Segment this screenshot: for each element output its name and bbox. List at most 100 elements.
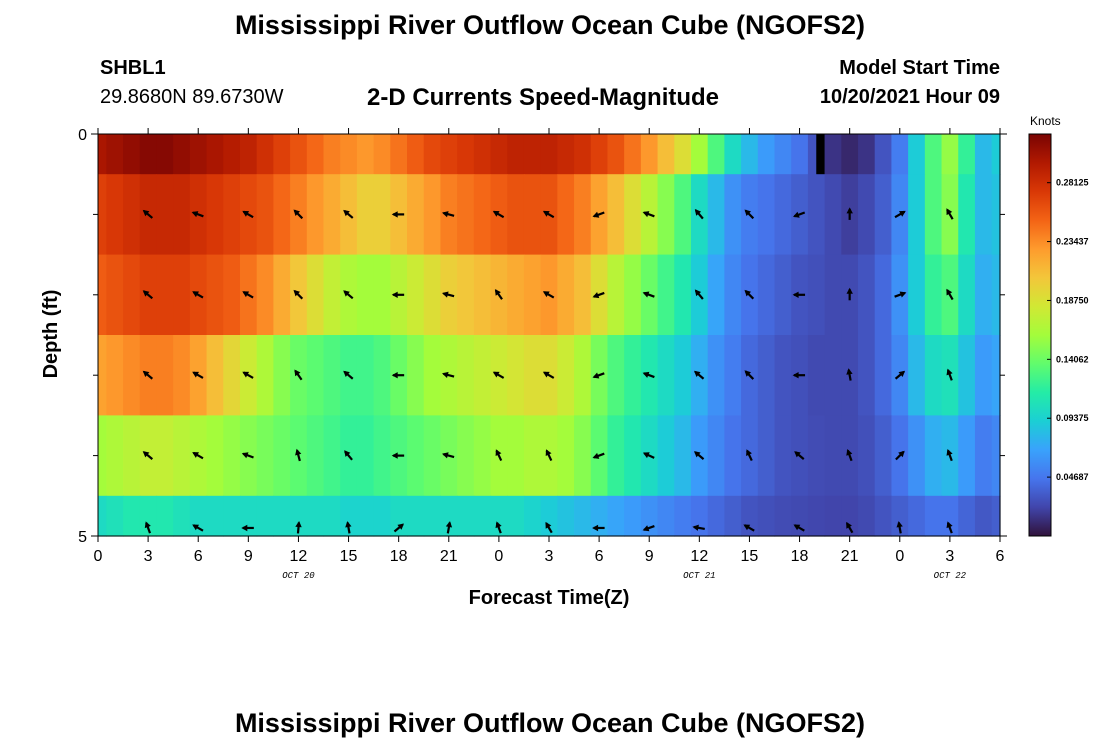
current-vector [295, 448, 302, 462]
heatmap-cell [891, 495, 909, 537]
heatmap-cell [523, 415, 542, 497]
heatmap-cell [457, 415, 475, 497]
heatmap-cell [106, 174, 124, 256]
heatmap-cell [390, 134, 408, 175]
heatmap-cell [858, 134, 876, 175]
heatmap-cell [607, 254, 625, 336]
x-tick-label: 9 [244, 548, 253, 565]
heatmap-cell [974, 335, 993, 416]
heatmap-cell [924, 415, 943, 497]
heatmap-cell [757, 174, 776, 256]
heatmap-cell [908, 254, 926, 336]
heatmap-cell [189, 495, 208, 537]
heatmap-cell [824, 134, 842, 175]
current-vector [294, 369, 303, 381]
heatmap-cell [273, 134, 291, 175]
heatmap-cell [807, 174, 826, 256]
heatmap-cell [657, 174, 675, 256]
current-vector [642, 291, 655, 298]
heatmap-cell [206, 335, 224, 416]
heatmap-cell [941, 495, 959, 537]
heatmap-cell [991, 134, 1001, 175]
current-vector [746, 449, 753, 462]
heatmap-cell [858, 415, 876, 497]
heatmap-cell [423, 335, 442, 416]
heatmap-cell [707, 134, 725, 175]
colorbar-scale [1028, 133, 1052, 537]
current-vector [642, 452, 655, 459]
heatmap-cell [407, 254, 425, 336]
heatmap-cell [974, 495, 993, 537]
heatmap-cell [757, 134, 776, 175]
colorbar-tick-label: 0.18750 [1056, 295, 1089, 305]
heatmap-cell [724, 495, 742, 537]
current-vector [242, 291, 254, 299]
heatmap-cell [724, 174, 742, 256]
x-axis-label: Forecast Time(Z) [469, 587, 630, 609]
heatmap-cell [607, 495, 625, 537]
current-vector [495, 521, 502, 534]
y-axis: 05 [78, 127, 1007, 546]
y-tick-label: 5 [78, 529, 87, 546]
current-vector [744, 289, 755, 300]
date-label: OCT 20 [282, 571, 315, 581]
heatmap-cell [924, 495, 943, 537]
current-vector [393, 523, 404, 533]
current-vector [792, 291, 806, 298]
heatmap-cell [156, 134, 174, 175]
heatmap-cell [724, 415, 742, 497]
heatmap-cell [607, 134, 625, 175]
heatmap-cell [624, 335, 642, 416]
heatmap-cell [306, 335, 325, 416]
heatmap-cell [858, 254, 876, 336]
current-vector [542, 210, 555, 219]
heatmap-cell [557, 495, 575, 537]
heatmap-cell [507, 254, 525, 336]
current-vector [343, 290, 354, 300]
heatmap-cell [657, 415, 675, 497]
current-vector [442, 291, 455, 298]
x-tick-label: 3 [545, 548, 554, 565]
heatmap-cell [206, 415, 224, 497]
heatmap-cell [507, 495, 525, 537]
heatmap-cell [507, 335, 525, 416]
heatmap-cell [824, 174, 842, 256]
heatmap-cell [273, 335, 291, 416]
current-vector [846, 449, 853, 462]
current-vector [946, 521, 953, 534]
current-vector [946, 208, 954, 220]
heatmap-cell [123, 134, 141, 175]
heatmap-cell [824, 495, 842, 537]
heatmap-cell [507, 174, 525, 256]
colorbar-unit: Knots [1030, 114, 1061, 128]
heatmap-cell [807, 254, 826, 336]
heatmap-cell [98, 254, 107, 336]
current-vector [391, 291, 405, 298]
heatmap-cell [657, 254, 675, 336]
heatmap-cell [306, 134, 325, 175]
heatmap-cell [290, 495, 308, 537]
heatmap-cell [858, 335, 876, 416]
x-tick-label: 12 [690, 548, 708, 565]
heatmap-cell [423, 415, 442, 497]
current-vector [445, 521, 453, 534]
heatmap-cell [407, 415, 425, 497]
heatmap-cell [156, 495, 174, 537]
heatmap-cell [223, 415, 241, 497]
plot-subtitle: 2-D Currents Speed-Magnitude [367, 84, 720, 111]
heatmap-cell [223, 134, 241, 175]
current-vector [694, 451, 705, 460]
heatmap-cell [974, 254, 993, 336]
current-vector [391, 372, 405, 379]
heatmap-cell [407, 174, 425, 256]
heatmap-cell [924, 254, 943, 336]
heatmap-cell [239, 495, 258, 537]
x-tick-label: 6 [595, 548, 604, 565]
current-vector [391, 452, 405, 459]
heatmap-cell [523, 134, 542, 175]
heatmap-cell [657, 134, 675, 175]
heatmap-cell [557, 335, 575, 416]
heatmap-cell [423, 495, 442, 537]
heatmap-cell [356, 335, 375, 416]
heatmap-cell [173, 495, 191, 537]
